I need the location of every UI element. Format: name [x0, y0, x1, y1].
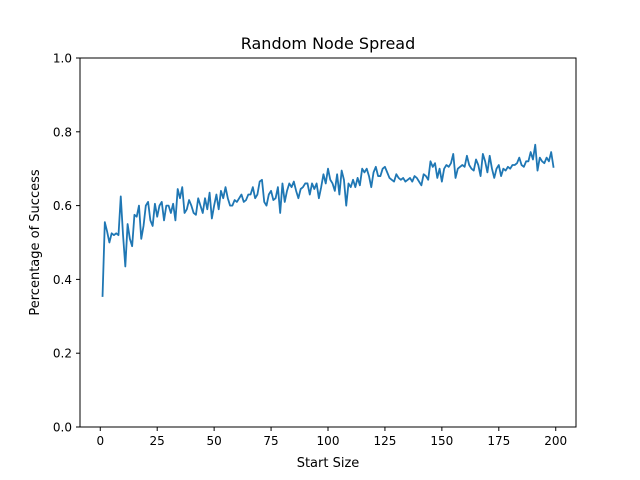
y-axis: 0.0 0.2 0.4 0.6 0.8 1.0: [53, 52, 80, 435]
y-tick-label: 0.0: [53, 421, 72, 435]
y-tick-label: 0.4: [53, 273, 72, 287]
y-tick-label: 0.2: [53, 347, 72, 361]
x-tick-label: 125: [373, 434, 396, 448]
series-line: [101, 143, 555, 297]
plot-area: [101, 143, 555, 297]
x-tick-label: 175: [487, 434, 510, 448]
y-tick-label: 1.0: [53, 52, 72, 66]
x-tick-label: 25: [150, 434, 165, 448]
y-tick-label: 0.6: [53, 199, 72, 213]
axes-frame: [79, 57, 577, 428]
y-tick-label: 0.8: [53, 125, 72, 139]
x-axis: 0 25 50 75 100 125 150 175 200: [96, 427, 567, 448]
chart-title: Random Node Spread: [241, 34, 416, 53]
y-axis-label: Percentage of Success: [28, 169, 43, 315]
x-tick-label: 0: [96, 434, 104, 448]
x-tick-label: 150: [430, 434, 453, 448]
x-tick-label: 75: [263, 434, 278, 448]
x-tick-label: 200: [544, 434, 567, 448]
x-tick-label: 100: [317, 434, 340, 448]
x-axis-label: Start Size: [297, 456, 360, 471]
x-tick-label: 50: [206, 434, 221, 448]
